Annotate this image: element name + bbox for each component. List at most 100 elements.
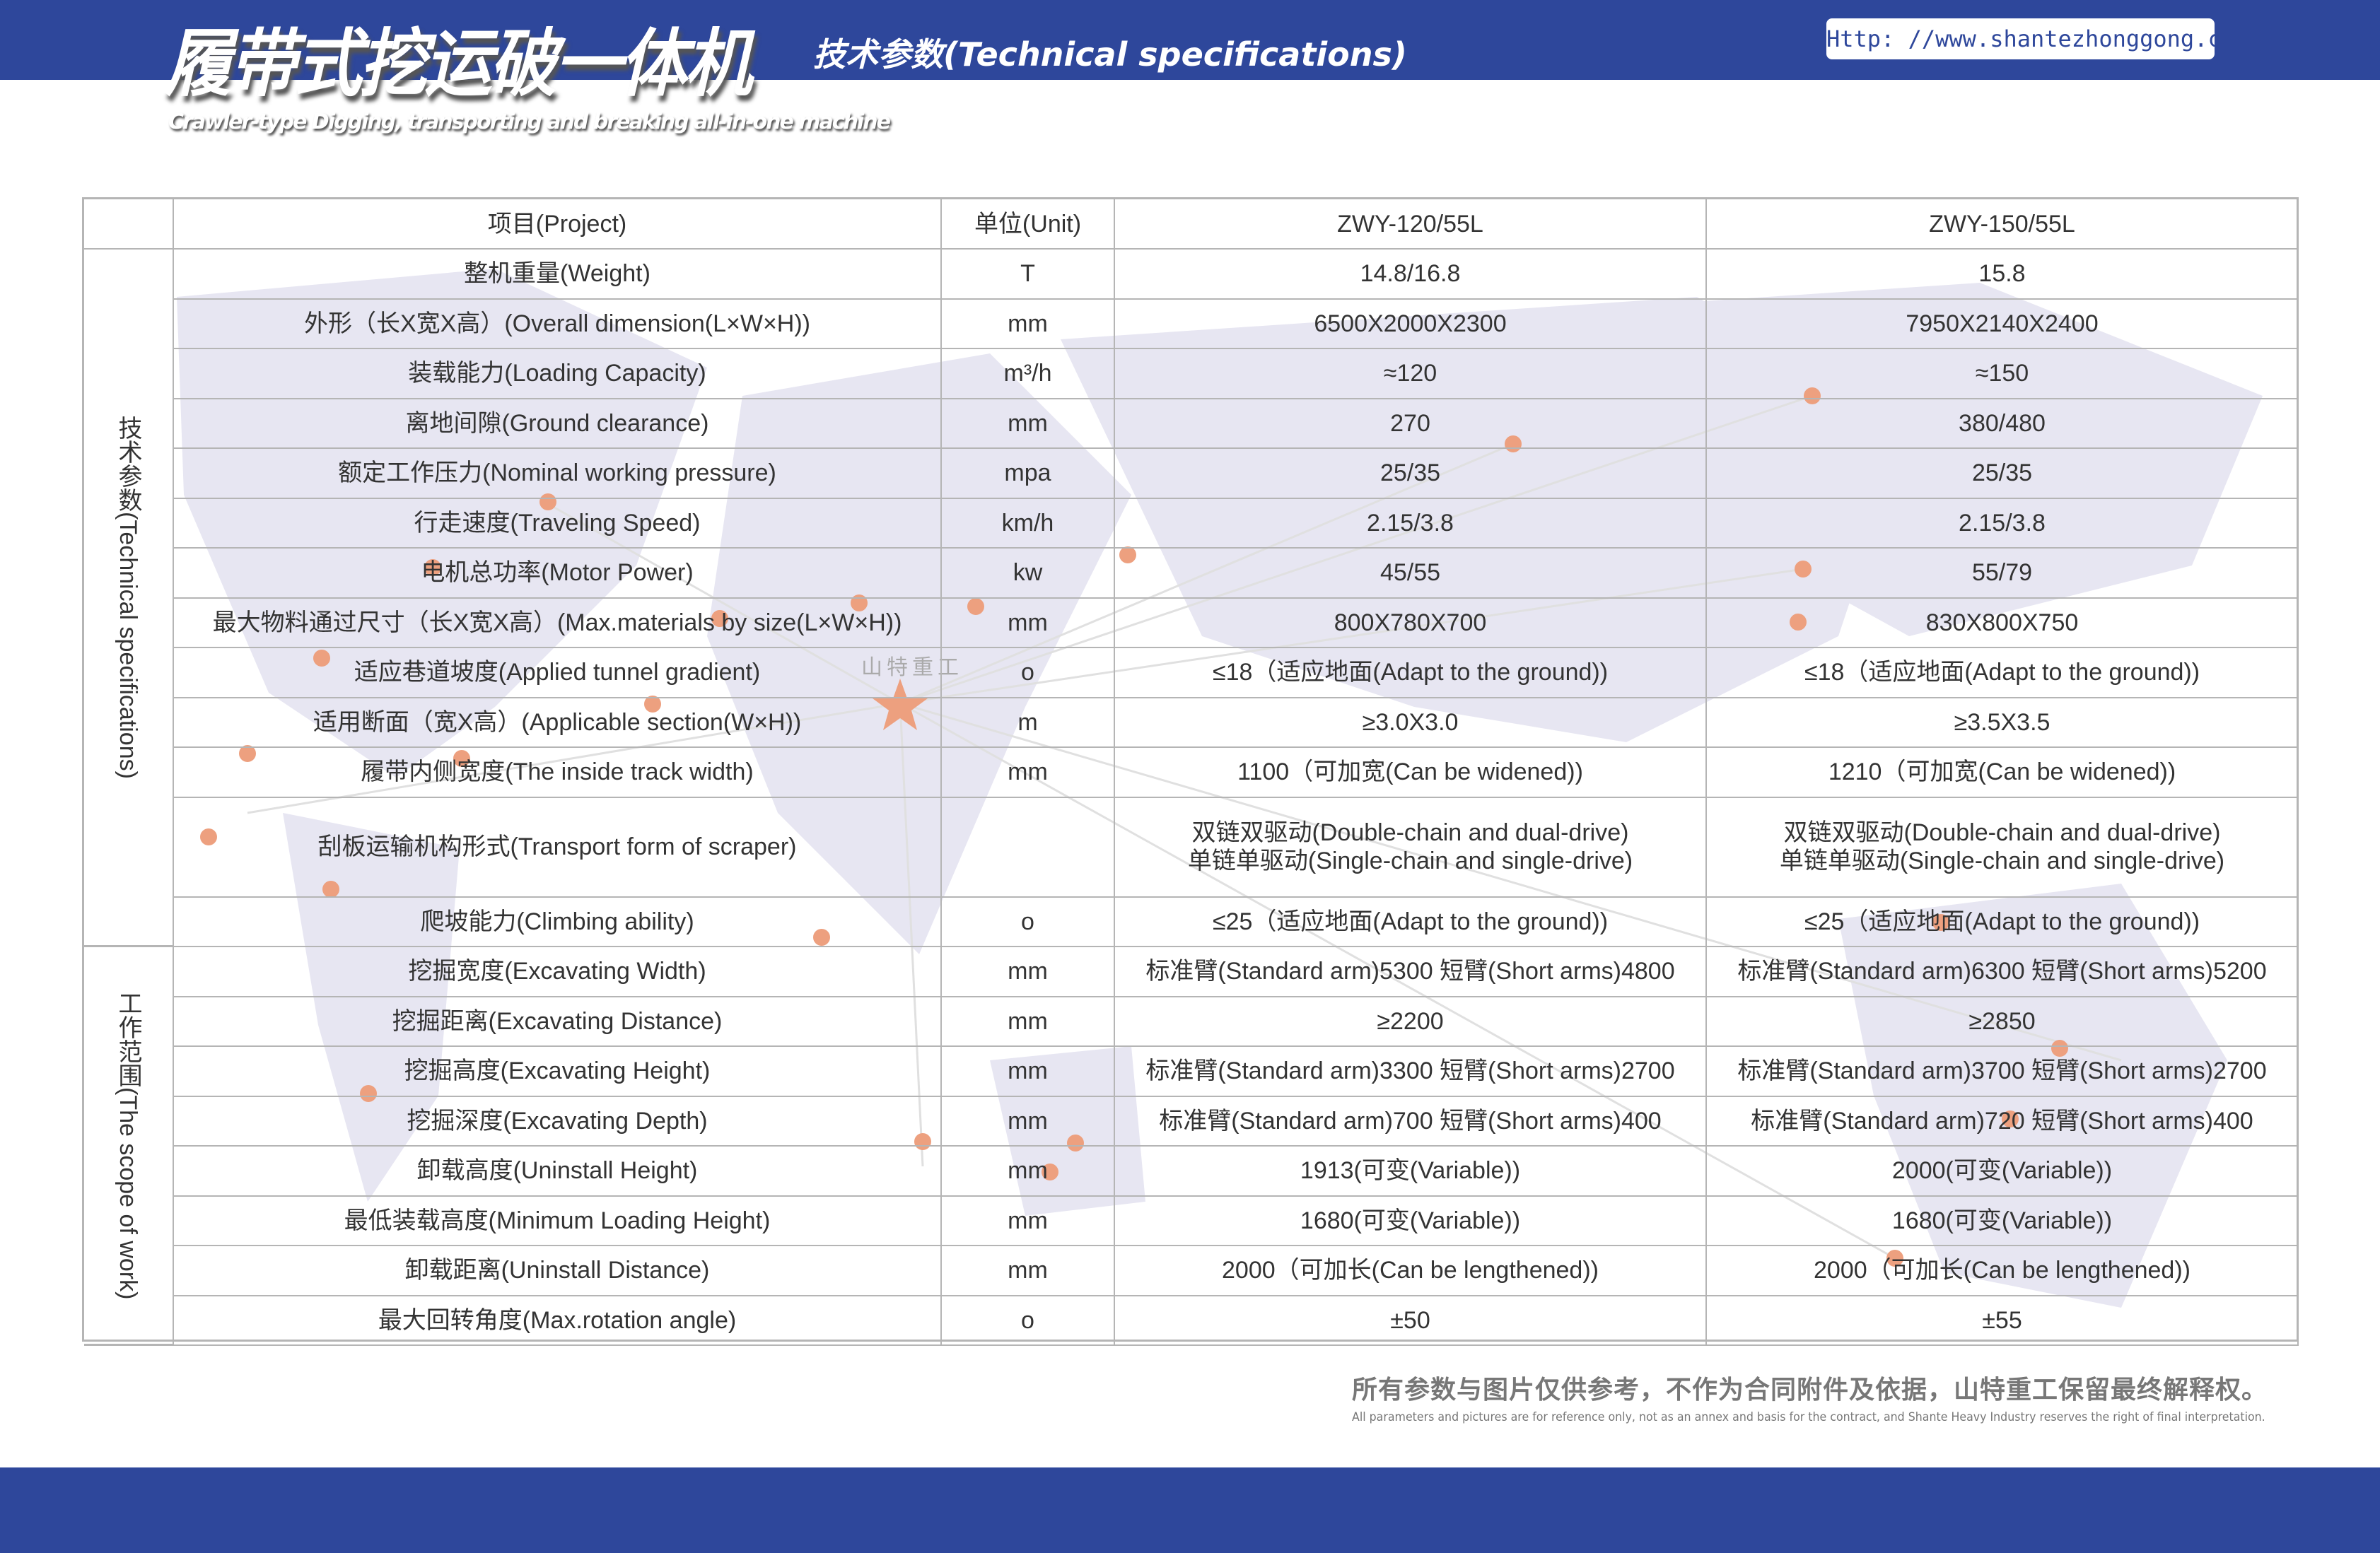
row-value-b: 标准臂(Standard arm)6300 短臂(Short arms)5200 [1707, 947, 2299, 997]
row-value-b-text: 2.15/3.8 [1959, 509, 2046, 537]
row-item-text: 挖掘宽度(Excavating Width) [408, 958, 706, 985]
row-unit: mm [942, 399, 1115, 449]
row-unit: mm [942, 947, 1115, 997]
row-unit: m³/h [942, 349, 1115, 399]
row-value-a-text: 1100（可加宽(Can be widened)) [1237, 758, 1583, 786]
row-value-a-text: 270 [1390, 409, 1430, 437]
row-value-a: 1100（可加宽(Can be widened)) [1115, 748, 1707, 798]
row-value-a-text: ≥2200 [1377, 1007, 1444, 1035]
row-value-b-text: 830X800X750 [1925, 609, 2079, 636]
row-value-b: 55/79 [1707, 549, 2299, 599]
row-value-a: 1680(可变(Variable)) [1115, 1196, 1707, 1246]
row-value-b: 380/480 [1707, 399, 2299, 449]
spec-table: 项目(Project) 单位(Unit) ZWY-120/55L ZWY-150/55… [82, 197, 2299, 1346]
row-value-b: ≤25（适应地面(Adapt to the ground)) [1707, 897, 2299, 947]
row-unit-text: mm [1008, 1257, 1048, 1284]
row-value-b-text: 2000(可变(Variable)) [1891, 1157, 2113, 1185]
row-value-a-text: 14.8/16.8 [1360, 260, 1461, 288]
row-unit-text: mm [1008, 1107, 1048, 1135]
watermark: 山特重工 [861, 655, 963, 680]
row-item-text: 履带内侧宽度(The inside track width) [361, 758, 754, 786]
row-value-b: 2000(可变(Variable)) [1707, 1147, 2299, 1197]
row-item-text: 最大物料通过尺寸（长X宽X高）(Max.materials by size(L×… [212, 609, 902, 636]
row-value-a: ≤18（适应地面(Adapt to the ground)) [1115, 648, 1707, 698]
row-value-a-text: 1680(可变(Variable)) [1300, 1207, 1521, 1234]
header-corner [84, 199, 174, 250]
row-value-b-text: 标准臂(Standard arm)720 短臂(Short arms)400 [1751, 1107, 2253, 1135]
row-value-a: 270 [1115, 399, 1707, 449]
row-value-b: ≥2850 [1707, 997, 2299, 1047]
row-value-b: 标准臂(Standard arm)3700 短臂(Short arms)2700 [1707, 1047, 2299, 1097]
row-value-b-text: ≤18（适应地面(Adapt to the ground)) [1804, 659, 2200, 686]
row-item: 最大回转角度(Max.rotation angle) [174, 1296, 942, 1346]
row-value-b: 7950X2140X2400 [1707, 299, 2299, 349]
row-unit-text: m³/h [1003, 360, 1052, 387]
row-value-a: ≥2200 [1115, 997, 1707, 1047]
row-unit-text: mm [1008, 958, 1048, 985]
row-value-a: 14.8/16.8 [1115, 250, 1707, 300]
row-unit: mm [942, 598, 1115, 648]
row-value-b: 双链双驱动(Double-chain and dual-drive) 单链单驱动… [1707, 797, 2299, 898]
row-unit-text: km/h [1001, 509, 1054, 537]
row-unit: m [942, 698, 1115, 748]
row-value-b-text: 380/480 [1959, 409, 2046, 437]
row-unit-text: mm [1008, 758, 1048, 786]
row-item: 挖掘距离(Excavating Distance) [174, 997, 942, 1047]
row-item-text: 适应巷道坡度(Applied tunnel gradient) [354, 659, 761, 686]
row-value-a: 45/55 [1115, 549, 1707, 599]
row-value-a-text: ≈120 [1383, 360, 1437, 387]
website-url[interactable]: Http: //www.shantezhonggong.com [1826, 18, 2215, 59]
row-value-a: 6500X2000X2300 [1115, 299, 1707, 349]
row-value-b: 15.8 [1707, 250, 2299, 300]
header-model-b-text: ZWY-150/55L [1929, 210, 2075, 238]
row-value-b-text: ±55 [1982, 1306, 2022, 1334]
row-value-a-text: 双链双驱动(Double-chain and dual-drive) 单链单驱动… [1187, 819, 1633, 874]
row-value-a: 标准臂(Standard arm)3300 短臂(Short arms)2700 [1115, 1047, 1707, 1097]
row-value-a: 双链双驱动(Double-chain and dual-drive) 单链单驱动… [1115, 797, 1707, 898]
row-unit-text: mm [1008, 609, 1048, 636]
row-unit-text: mm [1008, 1007, 1048, 1035]
row-item: 适用断面（宽X高）(Applicable section(W×H)) [174, 698, 942, 748]
row-item: 装载能力(Loading Capacity) [174, 349, 942, 399]
row-value-a: 800X780X700 [1115, 598, 1707, 648]
group-label: 工作范围(The scope of work) [84, 947, 174, 1346]
row-item: 最大物料通过尺寸（长X宽X高）(Max.materials by size(L×… [174, 598, 942, 648]
row-unit: o [942, 648, 1115, 698]
page-subtitle: Crawler-type Digging, transporting and b… [168, 110, 891, 134]
page-title: 履带式挖运破一体机 [164, 20, 752, 107]
row-item: 卸载高度(Uninstall Height) [174, 1147, 942, 1197]
row-unit: o [942, 1296, 1115, 1346]
row-item: 外形（长X宽X高）(Overall dimension(L×W×H)) [174, 299, 942, 349]
row-unit-text: o [1021, 659, 1034, 686]
row-value-b-text: 2000（可加长(Can be lengthened)) [1814, 1257, 2191, 1284]
row-unit-text: mm [1008, 310, 1048, 337]
row-value-b-text: 1680(可变(Variable)) [1891, 1207, 2113, 1234]
row-item: 电机总功率(Motor Power) [174, 549, 942, 599]
row-item: 适应巷道坡度(Applied tunnel gradient) [174, 648, 942, 698]
row-value-a-text: 标准臂(Standard arm)5300 短臂(Short arms)4800 [1145, 958, 1675, 985]
row-item: 履带内侧宽度(The inside track width) [174, 748, 942, 798]
row-value-b: 标准臂(Standard arm)720 短臂(Short arms)400 [1707, 1096, 2299, 1147]
section-title: 技术参数(Technical specifications) [813, 35, 1407, 74]
row-value-b-text: 7950X2140X2400 [1906, 310, 2099, 337]
row-value-b: ≥3.5X3.5 [1707, 698, 2299, 748]
row-value-a: ≥3.0X3.0 [1115, 698, 1707, 748]
row-value-b: 2.15/3.8 [1707, 498, 2299, 549]
disclaimer: 所有参数与图片仅供参考，不作为合同附件及依据，山特重工保留最终解释权。 [1352, 1376, 2268, 1405]
row-value-a-text: ±50 [1390, 1306, 1430, 1334]
row-item: 卸载距离(Uninstall Distance) [174, 1246, 942, 1296]
footer-bar [0, 1467, 2380, 1553]
row-value-b: ±55 [1707, 1296, 2299, 1346]
row-value-b-text: 1210（可加宽(Can be widened)) [1828, 758, 2176, 786]
row-unit-text: mm [1008, 1057, 1048, 1085]
group-label-text: 工作范围(The scope of work) [115, 991, 141, 1300]
row-value-b: 25/35 [1707, 449, 2299, 499]
row-value-a: 2.15/3.8 [1115, 498, 1707, 549]
row-item: 挖掘宽度(Excavating Width) [174, 947, 942, 997]
row-unit: mm [942, 1147, 1115, 1197]
row-item: 最低装载高度(Minimum Loading Height) [174, 1196, 942, 1246]
row-unit: mm [942, 1196, 1115, 1246]
row-item-text: 装载能力(Loading Capacity) [408, 360, 706, 387]
row-item-text: 离地间隙(Ground clearance) [405, 409, 709, 437]
row-value-b: 1210（可加宽(Can be widened)) [1707, 748, 2299, 798]
